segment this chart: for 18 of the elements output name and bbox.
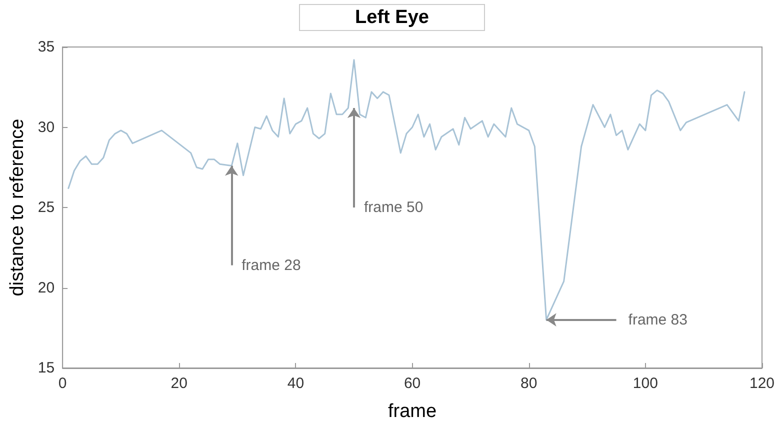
y-tick-label: 15 [38, 360, 55, 376]
x-tick-label: 0 [58, 375, 67, 392]
annotation: frame 28 [242, 256, 301, 274]
x-tick-label: 20 [170, 375, 188, 392]
y-tick-label: 20 [38, 279, 55, 296]
x-tick-label: 60 [404, 375, 421, 392]
x-tick-label: 40 [287, 375, 304, 392]
annotation: frame 50 [364, 199, 424, 216]
x-tick-label: 120 [749, 375, 775, 392]
chart-title: Left Eye [355, 7, 429, 28]
x-tick-label: 100 [632, 375, 658, 392]
x-tick-label: 80 [520, 375, 538, 392]
y-tick-label: 30 [38, 118, 55, 136]
y-tick-label: 25 [38, 199, 55, 216]
annotation: frame 83 [628, 311, 688, 328]
y-tick-label: 35 [38, 38, 55, 56]
y-axis-title: distance to reference [7, 118, 28, 296]
x-axis-title: frame [388, 401, 437, 422]
